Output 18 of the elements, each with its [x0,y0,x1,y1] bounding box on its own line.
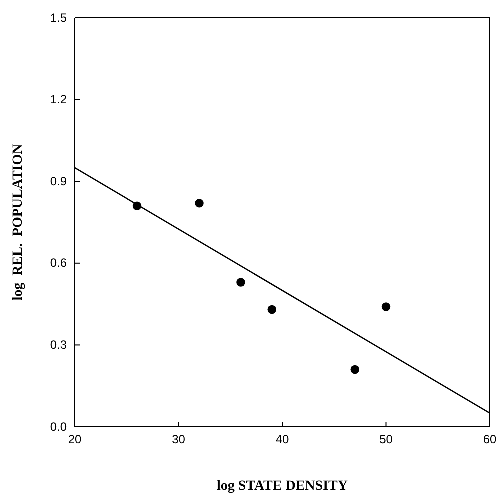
point [195,199,204,208]
y-tick-label: 1.2 [50,92,68,107]
point [350,365,360,374]
x-tick-label: 20 [68,432,82,447]
y-tick-label: 1.5 [50,10,68,25]
point [236,278,246,287]
x-tick-label: 30 [172,432,186,447]
x-axis-title: log STATE DENSITY [217,479,348,494]
y-tick-label: 0.6 [50,256,68,270]
x-tick-label: 60 [483,432,497,447]
y-tick-label: 0.0 [50,420,68,434]
x-tick-label: 50 [380,432,394,447]
point [268,305,276,314]
point [382,302,391,312]
x-tick-label: 40 [276,432,290,447]
y-tick-label: 0.3 [50,338,68,352]
y-tick-label: 0.9 [50,174,68,188]
y-axis-title: log REL. POPULATION [11,144,26,301]
